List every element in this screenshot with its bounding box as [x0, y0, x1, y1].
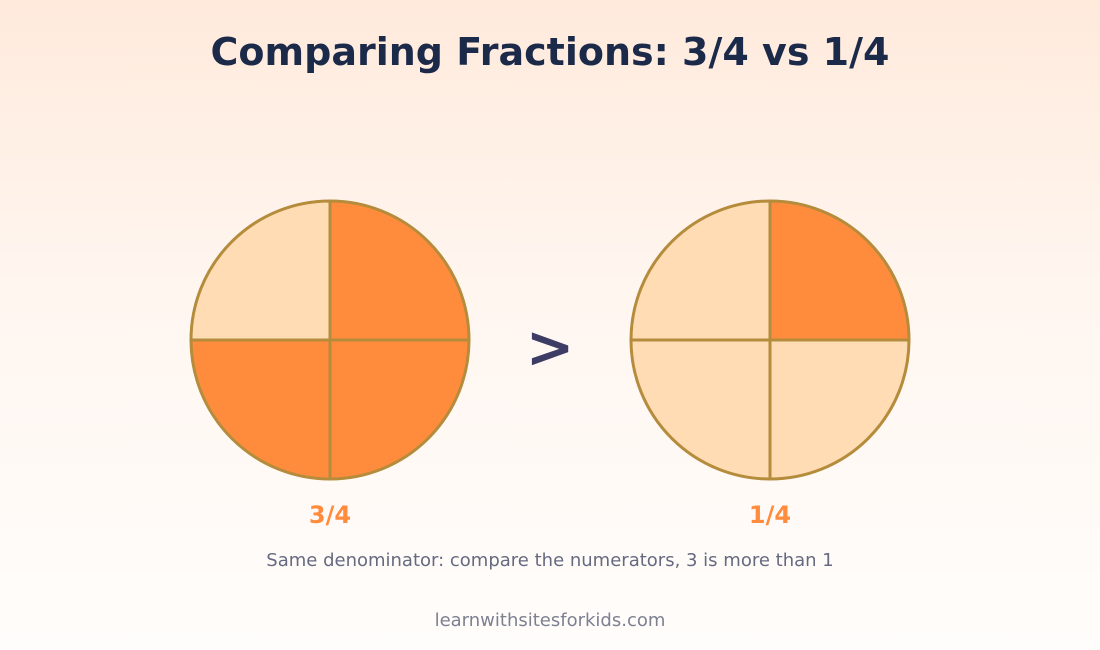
fraction-label-left: 3/4: [309, 501, 351, 529]
pie-slice-top-left: [629, 199, 772, 342]
pie-slice-top-left: [189, 199, 332, 342]
fraction-label-right: 1/4: [749, 501, 791, 529]
explanation-text: Same denominator: compare the numerators…: [266, 550, 834, 571]
site-footer: learnwithsitesforkids.com: [434, 610, 666, 631]
comparison-symbol: >: [526, 313, 575, 381]
pie-slice-bottom-left: [189, 338, 332, 481]
pie-slice-top-right: [768, 199, 911, 342]
page-title: Comparing Fractions: 3/4 vs 1/4: [210, 30, 890, 74]
pie-slice-bottom-left: [629, 338, 772, 481]
fraction-pie-three-quarters: [189, 199, 471, 481]
pie-slice-bottom-right: [328, 338, 471, 481]
pie-slice-top-right: [328, 199, 471, 342]
pie-slice-bottom-right: [768, 338, 911, 481]
fraction-pie-one-quarter: [629, 199, 911, 481]
